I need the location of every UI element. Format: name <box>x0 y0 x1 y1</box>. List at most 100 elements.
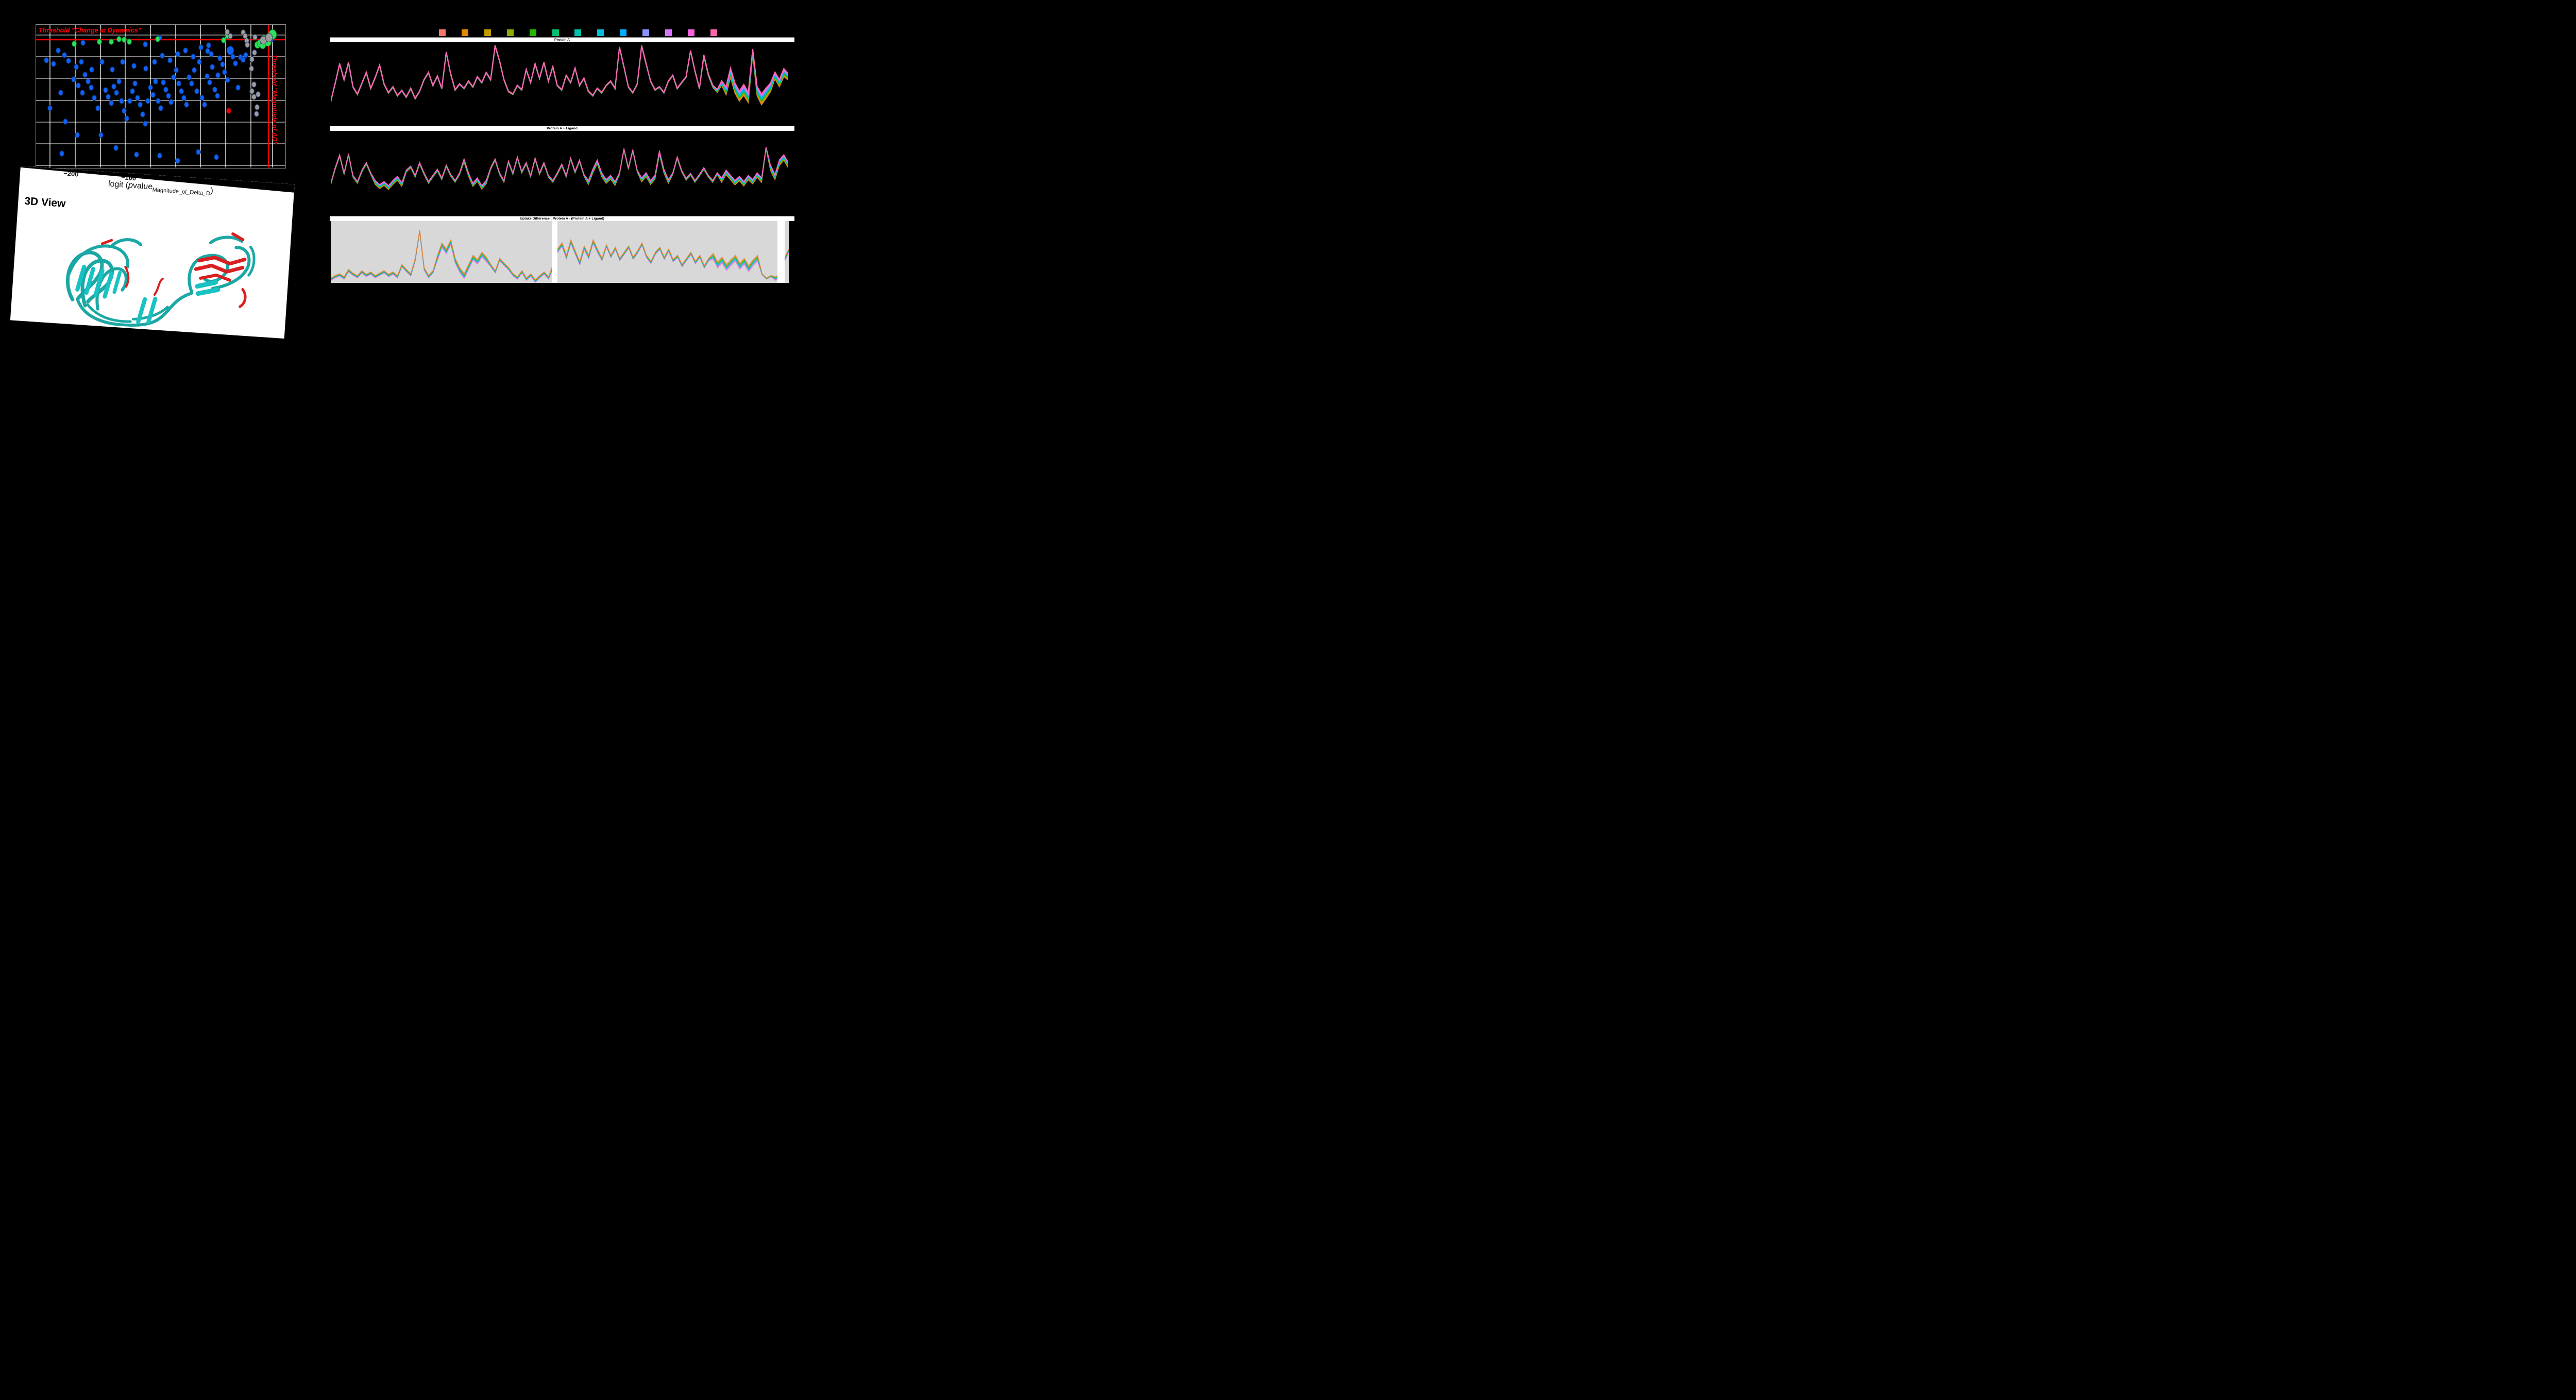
scatter-point-not-significant-blue[interactable] <box>174 67 179 73</box>
scatter-point-not-significant-blue[interactable] <box>241 57 246 63</box>
legend-swatch-11[interactable] <box>665 29 672 36</box>
uptake-difference-chart-svg[interactable] <box>331 221 789 283</box>
legend-swatch-9[interactable] <box>620 29 627 36</box>
scatter-point-significant-green[interactable] <box>72 41 77 47</box>
volcano-plot-panel[interactable]: Threshold "Change in Dynamics" Threshold… <box>36 24 286 168</box>
scatter-point-not-significant-blue[interactable] <box>132 80 138 87</box>
scatter-point-not-significant-blue[interactable] <box>175 158 180 164</box>
scatter-point-excluded-gray[interactable] <box>256 91 261 97</box>
scatter-point-not-significant-blue[interactable] <box>192 67 197 73</box>
scatter-point-not-significant-blue[interactable] <box>209 51 214 57</box>
scatter-point-not-significant-blue[interactable] <box>202 102 207 108</box>
legend-swatch-4[interactable] <box>506 29 514 36</box>
uptake-line-series-13[interactable] <box>331 147 788 185</box>
scatter-point-not-significant-blue[interactable] <box>160 53 165 59</box>
scatter-point-not-significant-blue[interactable] <box>127 98 132 104</box>
scatter-point-not-significant-blue[interactable] <box>130 88 135 94</box>
scatter-point-not-significant-blue[interactable] <box>168 99 174 105</box>
scatter-point-not-significant-blue[interactable] <box>206 42 211 48</box>
uptake-line-series-12[interactable] <box>331 232 789 282</box>
scatter-point-not-significant-blue[interactable] <box>205 73 210 79</box>
scatter-point-not-significant-blue[interactable] <box>153 78 158 85</box>
scatter-point-not-significant-blue[interactable] <box>122 108 127 114</box>
legend-swatch-2[interactable] <box>461 29 468 36</box>
scatter-point-not-significant-blue[interactable] <box>191 54 196 60</box>
scatter-point-not-significant-blue[interactable] <box>197 59 202 65</box>
scatter-point-not-significant-blue[interactable] <box>225 77 230 83</box>
scatter-point-excluded-gray[interactable] <box>252 34 258 40</box>
scatter-point-not-significant-blue[interactable] <box>215 93 220 99</box>
scatter-point-not-significant-blue[interactable] <box>235 85 241 91</box>
scatter-point-not-significant-blue[interactable] <box>89 85 94 91</box>
scatter-point-not-significant-blue[interactable] <box>205 48 210 54</box>
scatter-point-not-significant-blue[interactable] <box>66 58 71 64</box>
scatter-point-not-significant-blue[interactable] <box>212 87 217 93</box>
scatter-point-not-significant-blue[interactable] <box>161 79 166 86</box>
scatter-point-excluded-gray[interactable] <box>255 104 260 110</box>
scatter-point-not-significant-blue[interactable] <box>106 94 111 100</box>
legend-swatch-8[interactable] <box>597 29 604 36</box>
legend-swatch-7[interactable] <box>574 29 582 36</box>
uptake-line-series-9[interactable] <box>331 231 789 281</box>
uptake-chart-protein-a-svg[interactable] <box>331 43 788 115</box>
scatter-point-not-significant-blue[interactable] <box>47 105 53 111</box>
scatter-point-not-significant-blue[interactable] <box>44 57 49 63</box>
scatter-point-not-significant-blue[interactable] <box>181 95 187 101</box>
scatter-point-not-significant-blue[interactable] <box>214 154 219 160</box>
scatter-point-excluded-gray[interactable] <box>245 42 250 48</box>
scatter-point-not-significant-blue[interactable] <box>217 55 223 61</box>
scatter-point-not-significant-blue[interactable] <box>80 90 85 96</box>
scatter-point-not-significant-blue[interactable] <box>56 47 61 54</box>
uptake-chart-protein-a[interactable] <box>331 43 788 115</box>
scatter-point-not-significant-blue[interactable] <box>63 119 68 125</box>
scatter-point-not-significant-blue[interactable] <box>148 85 153 91</box>
uptake-line-series-9[interactable] <box>331 147 788 187</box>
scatter-point-not-significant-blue[interactable] <box>99 59 105 65</box>
scatter-point-not-significant-blue[interactable] <box>150 92 156 98</box>
uptake-line-series-10[interactable] <box>331 231 789 281</box>
scatter-point-not-significant-blue[interactable] <box>157 153 162 159</box>
legend-swatch-3[interactable] <box>484 29 491 36</box>
scatter-point-significant-green[interactable] <box>155 36 160 42</box>
scatter-point-not-significant-blue[interactable] <box>116 78 122 85</box>
scatter-point-not-significant-blue[interactable] <box>92 95 97 101</box>
scatter-point-not-significant-blue[interactable] <box>194 88 199 94</box>
protein-ribbon-graphic[interactable] <box>35 210 263 335</box>
scatter-point-not-significant-blue[interactable] <box>59 150 64 157</box>
scatter-point-excluded-gray[interactable] <box>225 29 230 35</box>
scatter-point-not-significant-blue[interactable] <box>145 98 150 104</box>
scatter-point-not-significant-blue[interactable] <box>163 87 168 93</box>
scatter-point-excluded-gray[interactable] <box>249 56 255 62</box>
scatter-point-excluded-gray[interactable] <box>249 88 255 94</box>
scatter-point-significant-green[interactable] <box>109 39 114 45</box>
scatter-point-not-significant-blue[interactable] <box>215 72 221 78</box>
scatter-point-not-significant-blue[interactable] <box>143 65 148 72</box>
scatter-point-not-significant-blue[interactable] <box>207 79 212 86</box>
scatter-point-not-significant-blue[interactable] <box>222 69 227 75</box>
scatter-point-excluded-gray[interactable] <box>252 49 257 56</box>
scatter-point-not-significant-blue[interactable] <box>58 90 63 96</box>
uptake-chart-protein-a-ligand-svg[interactable] <box>331 144 788 196</box>
scatter-point-not-significant-blue[interactable] <box>179 88 184 94</box>
uptake-line-series-1[interactable] <box>331 230 789 280</box>
scatter-point-not-significant-blue[interactable] <box>131 63 137 69</box>
scatter-point-not-significant-blue[interactable] <box>98 132 104 138</box>
scatter-point-excluded-gray[interactable] <box>265 33 273 42</box>
scatter-point-not-significant-blue[interactable] <box>143 121 148 127</box>
scatter-point-not-significant-blue[interactable] <box>109 100 114 106</box>
scatter-point-not-significant-blue[interactable] <box>184 102 189 108</box>
scatter-point-not-significant-blue[interactable] <box>95 105 100 111</box>
scatter-point-not-significant-blue[interactable] <box>199 95 205 101</box>
scatter-point-not-significant-blue[interactable] <box>74 64 79 70</box>
scatter-point-not-significant-blue[interactable] <box>187 74 192 80</box>
scatter-point-not-significant-blue[interactable] <box>226 46 234 55</box>
uptake-difference-chart[interactable] <box>331 221 789 283</box>
scatter-point-not-significant-blue[interactable] <box>135 95 140 101</box>
scatter-point-not-significant-blue[interactable] <box>140 111 145 117</box>
scatter-point-not-significant-blue[interactable] <box>183 47 188 54</box>
scatter-point-not-significant-blue[interactable] <box>80 40 86 46</box>
scatter-point-not-significant-blue[interactable] <box>143 41 148 47</box>
scatter-point-excluded-gray[interactable] <box>228 33 233 39</box>
scatter-point-not-significant-blue[interactable] <box>103 87 108 93</box>
scatter-point-not-significant-blue[interactable] <box>79 59 84 65</box>
